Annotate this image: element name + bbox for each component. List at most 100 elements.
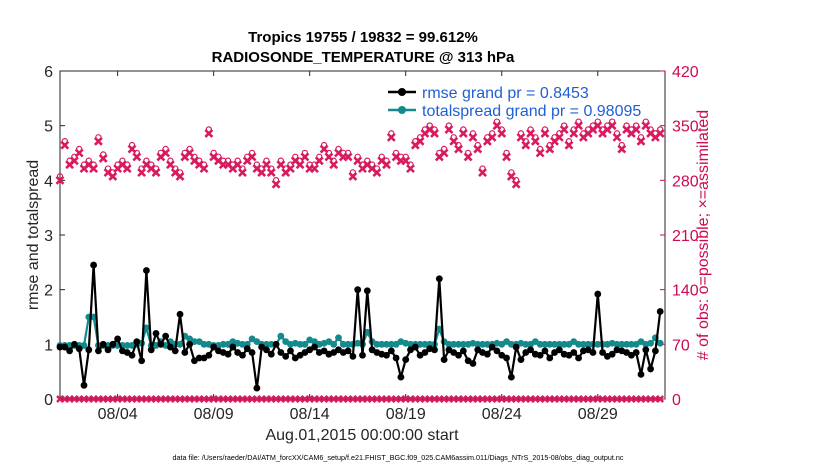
legend-totalspread-label: totalspread grand pr = 0.98095 <box>422 103 641 120</box>
obs-assimilated-marker <box>98 154 108 163</box>
totalspread-point <box>219 340 227 348</box>
obs-assimilated-marker <box>247 152 257 162</box>
totalspread-point <box>613 340 621 348</box>
obs-assimilated-marker <box>343 152 353 162</box>
rmse-point <box>104 346 112 354</box>
obs-assimilated-marker <box>554 132 564 142</box>
rmse-point <box>546 354 554 362</box>
rmse-point <box>608 350 616 358</box>
rmse-point <box>195 354 203 362</box>
obs-assimilated-marker <box>204 129 214 138</box>
rmse-point <box>527 346 534 354</box>
legend-rmse-marker <box>398 88 406 96</box>
y-left-tick-label: 5 <box>44 119 53 136</box>
rmse-point <box>224 350 232 358</box>
rmse-point <box>512 343 520 351</box>
rmse-point <box>647 365 654 373</box>
x-axis-label: Aug.01,2015 00:00:00 start <box>265 427 459 444</box>
obs-assimilated-marker <box>74 148 84 158</box>
obs-assimilated-marker <box>271 179 281 189</box>
totalspread-point <box>330 340 338 348</box>
y-axis-label-right: # of obs: o=possible; ×=assimilated <box>695 110 712 360</box>
totalspread-point <box>296 340 304 348</box>
rmse-point <box>272 340 280 348</box>
totalspread-point <box>267 340 275 348</box>
rmse-point <box>483 350 491 358</box>
totalspread-point <box>344 340 352 348</box>
obs-assimilated-marker <box>310 164 319 174</box>
totalspread-point <box>546 340 554 348</box>
totalspread-point <box>383 340 390 348</box>
totalspread-point <box>80 342 88 349</box>
obs-assimilated-marker <box>545 144 555 154</box>
totalspread-point <box>474 340 482 348</box>
obs-assimilated-marker <box>314 156 324 166</box>
totalspread-point <box>277 332 285 340</box>
rmse-point <box>133 338 141 345</box>
rmse-point <box>637 371 645 378</box>
totalspread-point <box>579 340 587 348</box>
totalspread-point <box>176 340 184 348</box>
obs-assimilated-marker <box>69 156 79 166</box>
y-axis-right: 0 70 140 210 280 350 420 <box>660 64 699 409</box>
totalspread-point <box>445 340 453 348</box>
obs-assimilated-marker <box>151 168 161 177</box>
y-left-tick-label: 4 <box>44 173 53 190</box>
obs-assimilated-marker <box>372 168 382 177</box>
chart-title-line-2: RADIOSONDE_TEMPERATURE @ 313 hPa <box>212 49 515 66</box>
totalspread-point <box>594 340 602 348</box>
rmse-point <box>440 356 448 364</box>
rmse-point <box>503 354 510 362</box>
x-tick-label: 08/19 <box>386 406 426 423</box>
rmse-point <box>359 351 366 359</box>
totalspread-point <box>536 340 544 348</box>
rmse-point <box>176 310 184 318</box>
totalspread-point <box>143 324 150 332</box>
obs-assimilated-marker <box>487 132 497 142</box>
rmse-point <box>383 351 390 359</box>
obs-assimilated-marker <box>497 129 507 138</box>
obs-assimilated-marker <box>521 140 531 150</box>
y-left-tick-label: 3 <box>44 228 53 245</box>
obs-assimilated-marker <box>569 129 579 138</box>
obs-assimilated-marker <box>89 164 99 174</box>
y-right-tick-label: 140 <box>672 283 699 300</box>
obs-assimilated-marker <box>530 136 540 146</box>
totalspread-point <box>584 340 592 348</box>
obs-assimilated-marker <box>454 144 463 154</box>
obs-assimilated-marker <box>93 136 103 146</box>
y-left-tick-label: 0 <box>44 392 53 409</box>
rmse-point <box>589 349 597 356</box>
obs-assimilated-marker <box>161 148 171 158</box>
totalspread-point <box>551 340 558 348</box>
rmse-point <box>210 343 218 351</box>
totalspread-point <box>450 340 458 348</box>
rmse-point <box>66 347 74 355</box>
y-left-tick-label: 6 <box>44 64 53 81</box>
rmse-point <box>61 343 69 351</box>
y-right-tick-label: 0 <box>672 392 681 409</box>
rmse-point <box>411 343 419 351</box>
x-tick-label: 08/24 <box>482 406 522 423</box>
totalspread-point <box>239 340 246 348</box>
obs-assimilated-marker <box>502 152 511 162</box>
obs-assimilated-marker <box>382 160 391 170</box>
rmse-point <box>239 351 246 359</box>
obs-assimilated-marker <box>458 129 468 138</box>
obs-assimilated-marker <box>655 129 665 138</box>
legend: rmse grand pr = 0.8453 totalspread grand… <box>388 85 641 120</box>
obs-assimilated-marker <box>439 148 449 158</box>
series-lines <box>56 261 664 392</box>
rmse-point <box>95 347 102 355</box>
rmse-point <box>599 349 606 356</box>
y-right-tick-label: 210 <box>672 228 699 245</box>
rmse-point <box>267 350 275 358</box>
totalspread-point <box>378 340 386 348</box>
y-left-tick-label: 1 <box>44 337 53 354</box>
totalspread-point <box>200 340 208 348</box>
rmse-point <box>459 347 467 355</box>
rmse-point <box>354 286 362 294</box>
totalspread-point <box>647 339 654 347</box>
rmse-point <box>243 345 251 353</box>
obs-assimilated-marker <box>386 132 396 142</box>
